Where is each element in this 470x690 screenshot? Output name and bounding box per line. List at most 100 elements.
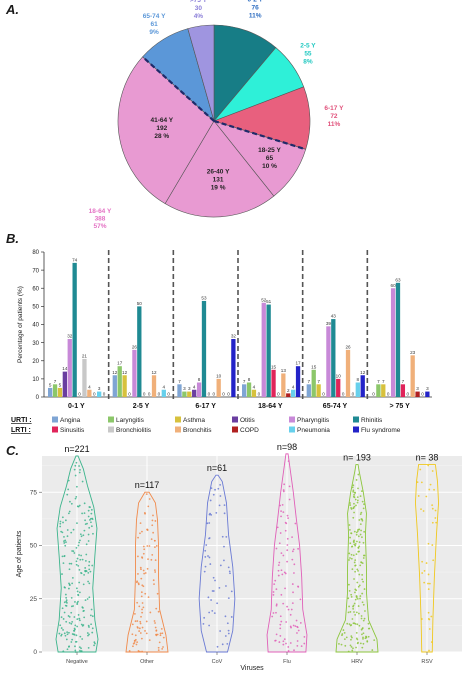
violin-point-negative (71, 550, 74, 552)
bar-value-label: 5 (59, 382, 62, 387)
bar-rhinitis-6-17-y (201, 300, 207, 397)
violin-point-other (133, 640, 136, 642)
pie-label-65-74-y-1: 61 (150, 21, 158, 28)
violin-point-other (140, 577, 143, 580)
violin-point-negative (66, 493, 69, 496)
violin-point-hrv (351, 649, 354, 652)
violin-point-flu (277, 569, 280, 572)
violin-point-hrv (355, 479, 358, 481)
violin-point-flu (288, 498, 291, 501)
violin-point-hrv (351, 486, 354, 489)
violin-point-flu (281, 503, 284, 506)
violin-point-negative (68, 584, 71, 587)
violin-point-rsv (434, 517, 437, 519)
violin-point-other (136, 620, 139, 622)
bar-rhinitis-18-64-y (266, 304, 271, 397)
violin-point-other (150, 538, 153, 541)
violin-point-hrv (362, 580, 364, 583)
violin-point-negative (68, 631, 70, 634)
violin-point-hrv (356, 642, 359, 645)
violin-point-cov (227, 629, 230, 632)
bar-asthma-6-17-y (187, 391, 192, 397)
violin-point-cov (212, 576, 215, 579)
violin-point-other (152, 579, 155, 582)
violin-point-cov (224, 635, 227, 637)
violin-point-negative (62, 629, 64, 631)
violin-point-cov (208, 556, 211, 559)
violin-point-negative (75, 587, 78, 590)
violin-point-other (153, 583, 155, 586)
legend-swatch-angina (52, 416, 58, 423)
violin-point-flu (284, 521, 287, 524)
violin-point-hrv (360, 511, 363, 514)
violin-point-hrv (358, 541, 361, 544)
violin-point-hrv (361, 574, 364, 576)
bar-rhinitis-2-5-y (137, 306, 142, 397)
violin-point-flu (281, 573, 284, 576)
violin-point-flu (275, 603, 278, 606)
violin-point-flu (292, 591, 294, 594)
bar-y-tick-label: 20 (32, 359, 39, 365)
violin-point-negative (80, 535, 83, 538)
legend-swatch-laryngitis (108, 416, 114, 423)
violin-point-other (153, 620, 156, 622)
violin-point-hrv (361, 536, 363, 539)
violin-point-negative (70, 531, 73, 534)
pie-combined-label-1: 388 (95, 216, 106, 223)
violin-point-negative (70, 596, 73, 599)
bar-bronchitis-6-17-y (216, 378, 221, 397)
violin-point-flu (286, 560, 289, 563)
violin-point-other (145, 620, 148, 623)
violin-point-hrv (352, 507, 355, 510)
legend-label-otitis: Otitis (240, 417, 256, 424)
violin-point-flu (277, 564, 280, 567)
violin-point-rsv (431, 521, 434, 524)
violin-point-other (137, 583, 140, 586)
violin-point-cov (219, 484, 222, 486)
violin-point-other (160, 627, 163, 630)
violin-point-hrv (349, 611, 352, 613)
violin-point-cov (213, 612, 216, 614)
violin-point-hrv (352, 607, 355, 610)
violin-point-negative (91, 518, 94, 521)
violin-point-negative (78, 554, 80, 556)
violin-point-flu (275, 588, 278, 591)
violin-point-rsv (425, 495, 428, 498)
violin-point-hrv (348, 559, 350, 561)
violin-point-negative (76, 625, 79, 628)
pie-label-41-64-y-0: 41-64 Y (150, 117, 173, 124)
violin-point-flu (282, 511, 285, 514)
violin-point-cov (226, 642, 229, 645)
pie-label-18-25-y-2: 10 % (262, 163, 277, 170)
violin-point-other (139, 632, 142, 634)
violin-point-negative (73, 552, 76, 554)
violin-y-tick-label: 75 (30, 489, 38, 496)
violin-point-hrv (351, 545, 353, 548)
violin-point-flu (283, 638, 286, 641)
violin-point-negative (78, 646, 81, 649)
violin-point-negative (78, 581, 81, 584)
legend-swatch-sinusitis (52, 426, 58, 433)
violin-point-flu (277, 574, 280, 577)
bar-asthma-18-64-y (251, 389, 257, 397)
violin-point-negative (88, 564, 90, 567)
violin-point-flu (287, 649, 290, 652)
bar-value-label: 15 (271, 364, 277, 369)
violin-point-other (155, 544, 158, 547)
violin-point-negative (65, 620, 68, 623)
violin-point-hrv (359, 564, 362, 567)
violin-point-hrv (353, 622, 356, 625)
violin-point-negative (73, 627, 76, 630)
violin-point-cov (211, 609, 214, 612)
legend-label-rhinitis: Rhinitis (361, 417, 383, 424)
violin-point-flu (283, 571, 286, 574)
bar-value-label: 0 (407, 392, 410, 397)
violin-point-hrv (347, 611, 350, 614)
violin-point-rsv (427, 588, 430, 591)
violin-point-negative (79, 558, 82, 561)
bar-flu-syndrome-18-64-y (295, 366, 301, 397)
violin-point-hrv (359, 533, 362, 536)
violin-point-negative (88, 633, 90, 636)
violin-point-negative (84, 570, 86, 572)
violin-point-negative (61, 555, 64, 558)
